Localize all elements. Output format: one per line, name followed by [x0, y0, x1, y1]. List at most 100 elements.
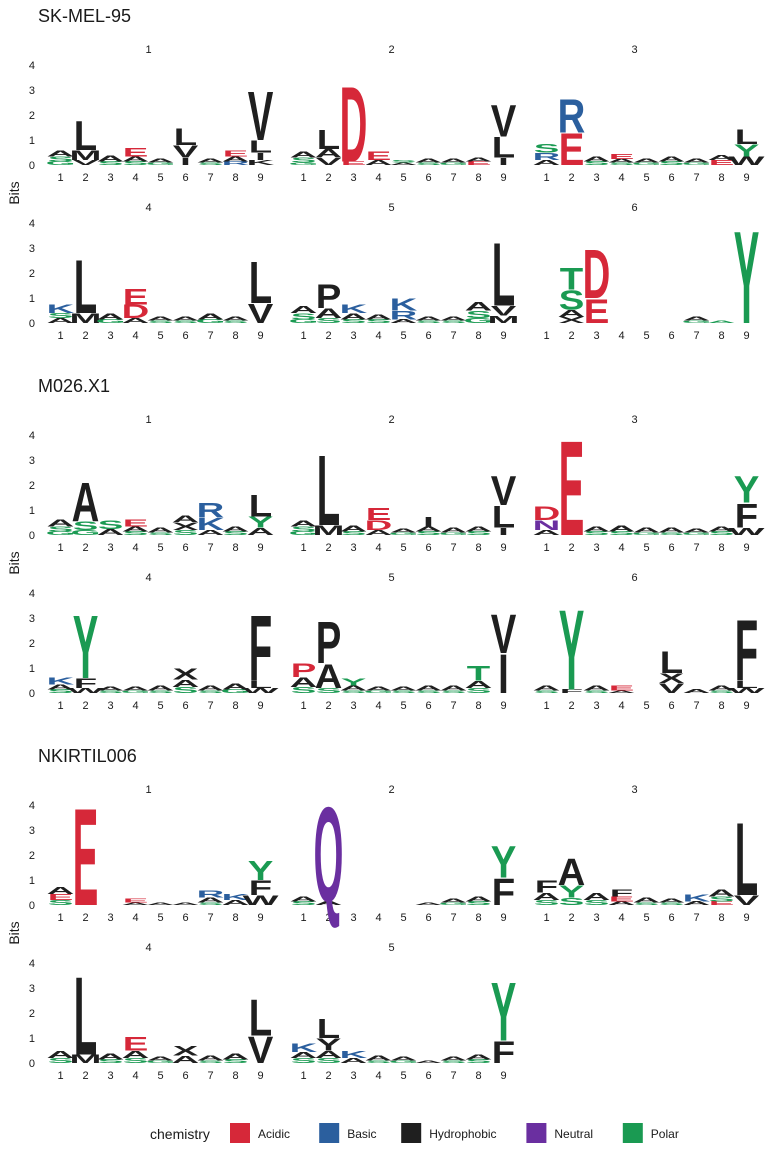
- logo-letter: S: [659, 532, 685, 536]
- logo-letter: F: [535, 877, 558, 896]
- x-tick-label: 3: [107, 1070, 113, 1082]
- logo-letter: F: [249, 597, 272, 702]
- logo-letter: E: [609, 684, 635, 692]
- logo-letter: V: [659, 681, 686, 696]
- x-tick-label: 4: [375, 542, 381, 554]
- logo-letter: A: [683, 528, 711, 534]
- logo-letter: A: [390, 1056, 418, 1062]
- logo-letter: E: [123, 898, 149, 904]
- logo-letter: S: [391, 159, 417, 163]
- logo-letter: W: [242, 893, 279, 908]
- x-tick-label: 1: [543, 700, 549, 712]
- x-tick-label: 3: [350, 330, 356, 342]
- y-tick-label: 4: [29, 218, 35, 230]
- logo-letter: S: [198, 162, 224, 166]
- y-tick-label: 1: [29, 1033, 35, 1045]
- logo-letter: G: [146, 162, 176, 166]
- x-tick-label: 5: [643, 542, 649, 554]
- logo-letter: T: [560, 262, 583, 297]
- logo-letter: K: [197, 515, 225, 534]
- logo-letter: A: [147, 316, 175, 322]
- logo-letter: A: [222, 681, 250, 691]
- y-tick-label: 2: [29, 110, 35, 122]
- logo-letter: S: [634, 902, 660, 906]
- logo-letter: Y: [73, 596, 99, 698]
- logo-letter: G: [632, 162, 662, 166]
- x-tick-label: 4: [132, 700, 138, 712]
- logo-letter: S: [466, 900, 492, 906]
- logo-letter: V: [173, 142, 199, 161]
- logo-letter: L: [317, 435, 340, 547]
- logo-letter: A: [583, 891, 611, 902]
- logo-letter: A: [365, 313, 393, 321]
- x-tick-label: 6: [668, 330, 674, 342]
- logo-letter: X: [559, 315, 585, 325]
- x-tick-label: 5: [400, 1070, 406, 1082]
- logo-letter: E: [223, 148, 249, 158]
- x-tick-label: 8: [475, 172, 481, 184]
- logo-letter: K: [340, 302, 368, 316]
- x-tick-label: 5: [400, 172, 406, 184]
- logo-letter: V: [491, 469, 517, 515]
- logo-letter: F: [74, 676, 97, 691]
- logo-letter: A: [608, 158, 636, 164]
- x-tick-label: 3: [593, 700, 599, 712]
- x-tick-label: 2: [82, 1070, 88, 1082]
- x-tick-label: 9: [743, 172, 749, 184]
- logo-letter: S: [341, 690, 367, 694]
- logo-letter: G: [121, 690, 151, 694]
- logo-letter: S: [48, 525, 74, 533]
- legend-label: Acidic: [258, 1127, 290, 1141]
- logo-letter: G: [439, 902, 469, 906]
- logo-letter: A: [633, 526, 661, 534]
- panel-strip-label: 5: [388, 572, 394, 584]
- logo-letter: A: [340, 523, 368, 533]
- logo-letter: A: [172, 316, 200, 322]
- legend-label: Neutral: [554, 1127, 593, 1141]
- logo-letter: K: [47, 302, 75, 316]
- logo-letter: A: [465, 156, 493, 162]
- x-tick-label: 2: [82, 330, 88, 342]
- logo-letter: K: [340, 1049, 369, 1060]
- logo-letter: S: [316, 317, 342, 325]
- x-tick-label: 4: [375, 700, 381, 712]
- group-title: M026.X1: [38, 376, 110, 396]
- logo-letter: Y: [559, 587, 585, 714]
- logo-letter: F: [735, 496, 758, 535]
- legend-label: Polar: [651, 1127, 679, 1141]
- x-tick-label: 1: [57, 330, 63, 342]
- logo-letter: S: [198, 690, 224, 694]
- logo-letter: A: [47, 1049, 75, 1060]
- logo-letter: A: [583, 155, 611, 163]
- x-tick-label: 7: [207, 330, 213, 342]
- x-tick-label: 5: [157, 700, 163, 712]
- logo-letter: A: [315, 147, 343, 161]
- logo-letter: A: [608, 900, 636, 906]
- logo-letter: A: [172, 677, 200, 688]
- logo-letter: S: [223, 530, 249, 536]
- logo-letter: A: [415, 316, 443, 322]
- logo-letter: E: [709, 159, 735, 167]
- logo-letter: A: [97, 686, 125, 692]
- logo-letter: S: [559, 896, 585, 907]
- x-tick-label: 2: [568, 542, 574, 554]
- logo-letter: E: [48, 892, 74, 902]
- logo-letter: S: [73, 519, 99, 533]
- logo-letter: A: [197, 529, 225, 537]
- x-tick-label: 1: [57, 1070, 63, 1082]
- x-tick-label: 7: [450, 700, 456, 712]
- logo-letter: Q: [314, 780, 344, 931]
- logo-letter: M: [70, 311, 102, 326]
- x-tick-label: 1: [57, 542, 63, 554]
- x-tick-label: 7: [693, 912, 699, 924]
- x-tick-label: 7: [207, 1070, 213, 1082]
- panel-strip-label: 2: [388, 44, 394, 56]
- x-tick-label: 4: [132, 172, 138, 184]
- logo-letter: S: [148, 690, 174, 694]
- x-tick-label: 8: [232, 172, 238, 184]
- panel-strip-label: 4: [145, 202, 151, 214]
- y-tick-label: 1: [29, 875, 35, 887]
